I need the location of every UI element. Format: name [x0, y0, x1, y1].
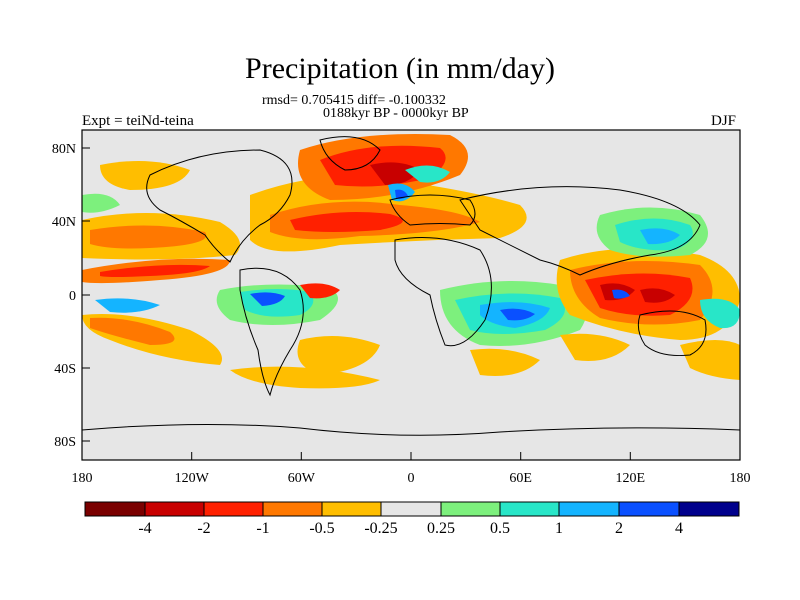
colorbar-swatch — [321, 501, 382, 517]
stats-text: rmsd= 0.705415 diff= -0.100332 — [262, 93, 446, 108]
y-tick-label: 80S — [54, 435, 76, 450]
colorbar-label: -0.25 — [364, 520, 397, 537]
continent-outlines — [82, 136, 740, 436]
colorbar-swatch — [203, 501, 264, 517]
y-tick-label: 0 — [69, 289, 76, 304]
experiment-label: Expt = teiNd-teina — [82, 113, 194, 129]
map-title: Precipitation (in mm/day) — [245, 52, 555, 85]
colorbar-label: 0.25 — [427, 520, 455, 537]
colorbar-swatch — [499, 501, 560, 517]
colorbar-label: -0.5 — [309, 520, 334, 537]
x-tick-label: 60E — [509, 471, 532, 486]
colorbar-label: -1 — [256, 520, 269, 537]
season-label: DJF — [711, 113, 737, 129]
colorbar-label: 4 — [675, 520, 683, 537]
period-text: 0188kyr BP - 0000kyr BP — [323, 106, 469, 121]
colorbar — [84, 501, 740, 517]
colorbar-swatch — [558, 501, 620, 517]
y-tick-label: 40S — [54, 362, 76, 377]
x-tick-label: 0 — [408, 471, 415, 486]
colorbar-swatch — [440, 501, 501, 517]
colorbar-label: -2 — [197, 520, 210, 537]
colorbar-swatch — [84, 501, 146, 517]
x-tick-label: 120E — [616, 471, 646, 486]
x-tick-label: 180 — [72, 471, 93, 486]
colorbar-label: 2 — [615, 520, 623, 537]
y-tick-label: 80N — [52, 142, 76, 157]
colorbar-swatch — [618, 501, 680, 517]
colorbar-swatch — [380, 501, 442, 517]
colorbar-label: 1 — [555, 520, 563, 537]
y-tick-label: 40N — [52, 215, 76, 230]
colorbar-label: -4 — [138, 520, 151, 537]
colorbar-swatch — [678, 501, 740, 517]
colorbar-swatch — [262, 501, 323, 517]
colorbar-label: 0.5 — [490, 520, 510, 537]
x-tick-label: 120W — [175, 471, 210, 486]
colorbar-swatch — [144, 501, 205, 517]
x-tick-label: 60W — [288, 471, 316, 486]
precip-anomaly-field — [82, 134, 740, 389]
x-tick-label: 180 — [730, 471, 751, 486]
